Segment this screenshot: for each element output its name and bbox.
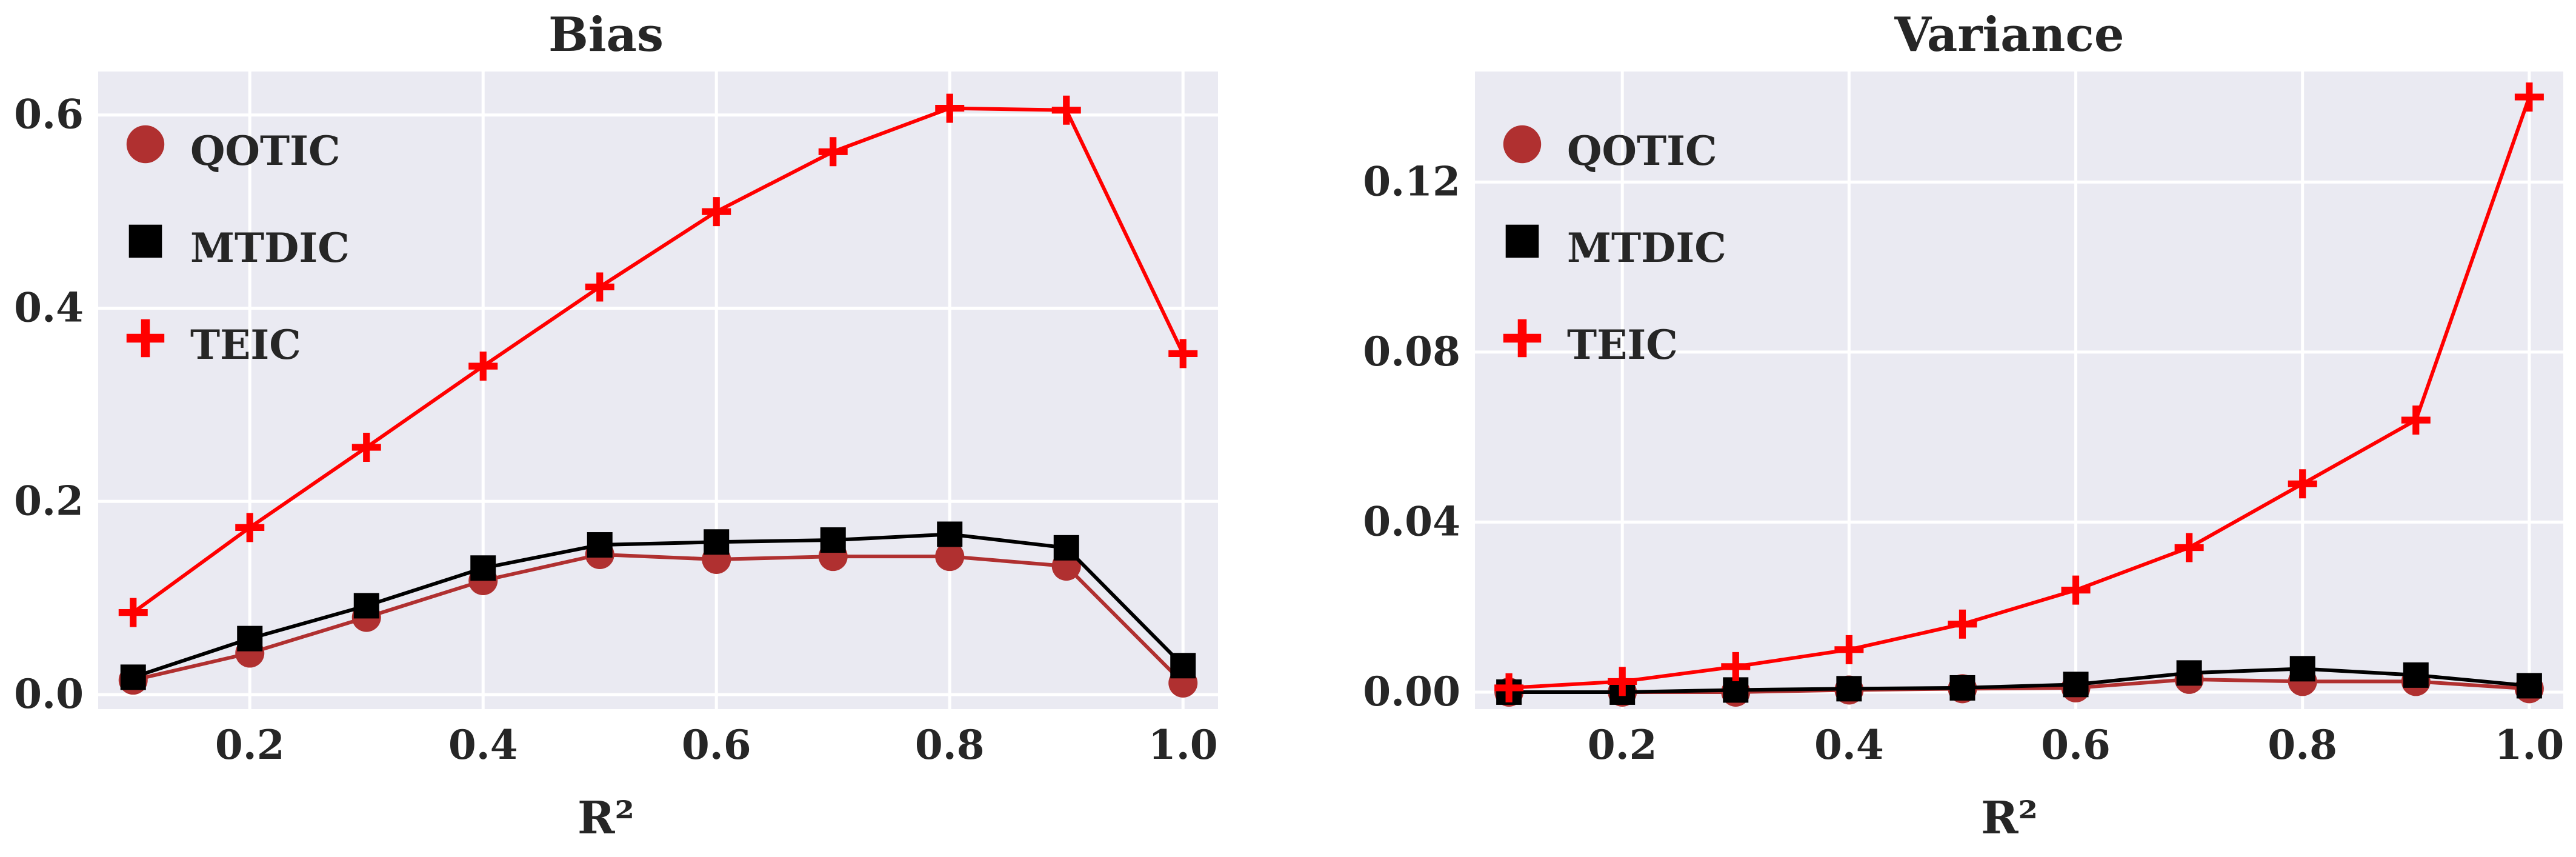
bias-legend-qotic-marker: [126, 125, 165, 164]
bias-legend-teic-label: TEIC: [190, 321, 301, 368]
variance-legend-mtdic-marker: [1505, 224, 1539, 258]
variance-teic-point: [2401, 405, 2431, 435]
bias-mtdic-point: [937, 521, 963, 547]
bias-x-tick-label: 0.6: [682, 721, 751, 769]
bias-plot-background: [98, 72, 1218, 709]
variance-legend-mtdic-label: MTDIC: [1567, 224, 1726, 272]
variance-mtdic-point: [2176, 660, 2202, 686]
bias-legend: QOTIC MTDIC TEIC: [126, 125, 350, 368]
variance-teic-point: [1948, 609, 1977, 639]
bias-teic-point: [468, 352, 498, 381]
bias-teic-point: [1051, 95, 1081, 125]
variance-mtdic-point: [2289, 656, 2315, 682]
bias-teic-point: [585, 272, 614, 302]
bias-x-tick-label: 0.2: [215, 721, 285, 769]
variance-x-tick-label: 0.4: [1814, 721, 1884, 769]
variance-chart: Variance R² 0.2 0.4 0.6 0.8 1.0 0.00 0.04 0.08 0…: [1363, 7, 2564, 844]
variance-mtdic-point: [1949, 675, 1975, 701]
bias-mtdic-point: [704, 529, 730, 555]
variance-teic-line: [1508, 96, 2531, 690]
variance-mtdic-point: [1836, 676, 1862, 702]
variance-legend-qotic-marker: [1503, 125, 1542, 164]
variance-x-tick-label: 0.8: [2268, 721, 2337, 769]
bias-y-tick-label: 0.2: [14, 477, 84, 524]
bias-series-mtdic: [120, 521, 1196, 690]
bias-mtdic-point: [587, 532, 613, 558]
bias-chart-x-axis-label: R²: [577, 792, 634, 844]
bias-legend-teic-marker: [126, 319, 165, 358]
bias-legend-qotic-label: QOTIC: [190, 127, 341, 175]
variance-y-tick-label: 0.12: [1363, 158, 1460, 205]
bias-teic-point: [351, 433, 381, 462]
bias-mtdic-point: [470, 555, 496, 581]
bias-mtdic-point: [120, 664, 146, 690]
bias-series-teic: [118, 93, 1198, 627]
bias-chart-title: Bias: [548, 7, 664, 62]
variance-mtdic-point: [2516, 673, 2542, 699]
bias-y-tick-label: 0.0: [14, 670, 84, 718]
bias-teic-point: [118, 598, 148, 627]
bias-plot-area: [98, 72, 1218, 709]
variance-x-tick-label: 0.2: [1588, 721, 1657, 769]
bias-mtdic-line: [132, 532, 1185, 679]
variance-teic-point: [2061, 575, 2091, 605]
bias-mtdic-point: [237, 625, 263, 652]
bias-mtdic-point: [1053, 535, 1079, 561]
variance-teic-point: [2514, 82, 2544, 112]
variance-mtdic-line: [1509, 667, 2530, 694]
variance-y-tick-label: 0.04: [1363, 498, 1460, 545]
bias-teic-point: [702, 197, 731, 227]
bias-mtdic-point: [820, 527, 846, 553]
variance-mtdic-point: [2063, 672, 2089, 698]
bias-qotic-line: [133, 552, 1185, 685]
bias-mtdic-point: [1170, 653, 1196, 679]
bias-teic-point: [935, 93, 965, 123]
bias-chart: Bias R² 0.2 0.4 0.6 0.8 1.0 0.0 0.2 0.4 0.6 QOTIC…: [14, 7, 1218, 844]
variance-teic-point: [2174, 533, 2204, 562]
variance-legend-qotic-label: QOTIC: [1567, 127, 1717, 175]
variance-teic-point: [1608, 667, 1637, 696]
variance-x-tick-label: 1.0: [2494, 721, 2564, 769]
bias-y-tick-label: 0.6: [14, 91, 84, 138]
variance-teic-point: [2288, 469, 2317, 499]
bias-legend-mtdic-label: MTDIC: [190, 224, 350, 272]
variance-legend-teic-label: TEIC: [1567, 321, 1678, 368]
bias-teic-point: [1168, 339, 1198, 368]
bias-mtdic-point: [353, 593, 379, 619]
variance-plot-background: [1475, 72, 2563, 709]
variance-y-tick-label: 0.00: [1363, 668, 1460, 715]
bias-x-tick-label: 0.4: [448, 721, 518, 769]
variance-mtdic-point: [1723, 677, 1749, 703]
variance-legend: QOTIC MTDIC TEIC: [1503, 125, 1726, 368]
variance-mtdic-point: [2403, 662, 2429, 688]
variance-chart-title: Variance: [1894, 7, 2125, 62]
bias-qotic-point: [935, 542, 965, 572]
bias-teic-point: [235, 513, 265, 542]
bias-x-tick-label: 1.0: [1148, 721, 1218, 769]
bias-legend-mtdic-marker: [128, 224, 162, 258]
variance-teic-point: [1834, 635, 1864, 664]
bias-x-tick-label: 0.8: [915, 721, 985, 769]
variance-teic-point: [1721, 652, 1751, 681]
variance-series-teic: [1494, 82, 2544, 702]
variance-x-tick-label: 0.6: [2041, 721, 2111, 769]
bias-y-tick-label: 0.4: [14, 284, 84, 332]
variance-y-tick-label: 0.08: [1363, 328, 1460, 375]
bias-teic-point: [818, 137, 848, 167]
variance-legend-teic-marker: [1503, 319, 1542, 358]
variance-teic-point: [1494, 673, 1524, 702]
variance-chart-x-axis-label: R²: [1981, 792, 2038, 844]
bias-teic-line: [131, 106, 1185, 615]
